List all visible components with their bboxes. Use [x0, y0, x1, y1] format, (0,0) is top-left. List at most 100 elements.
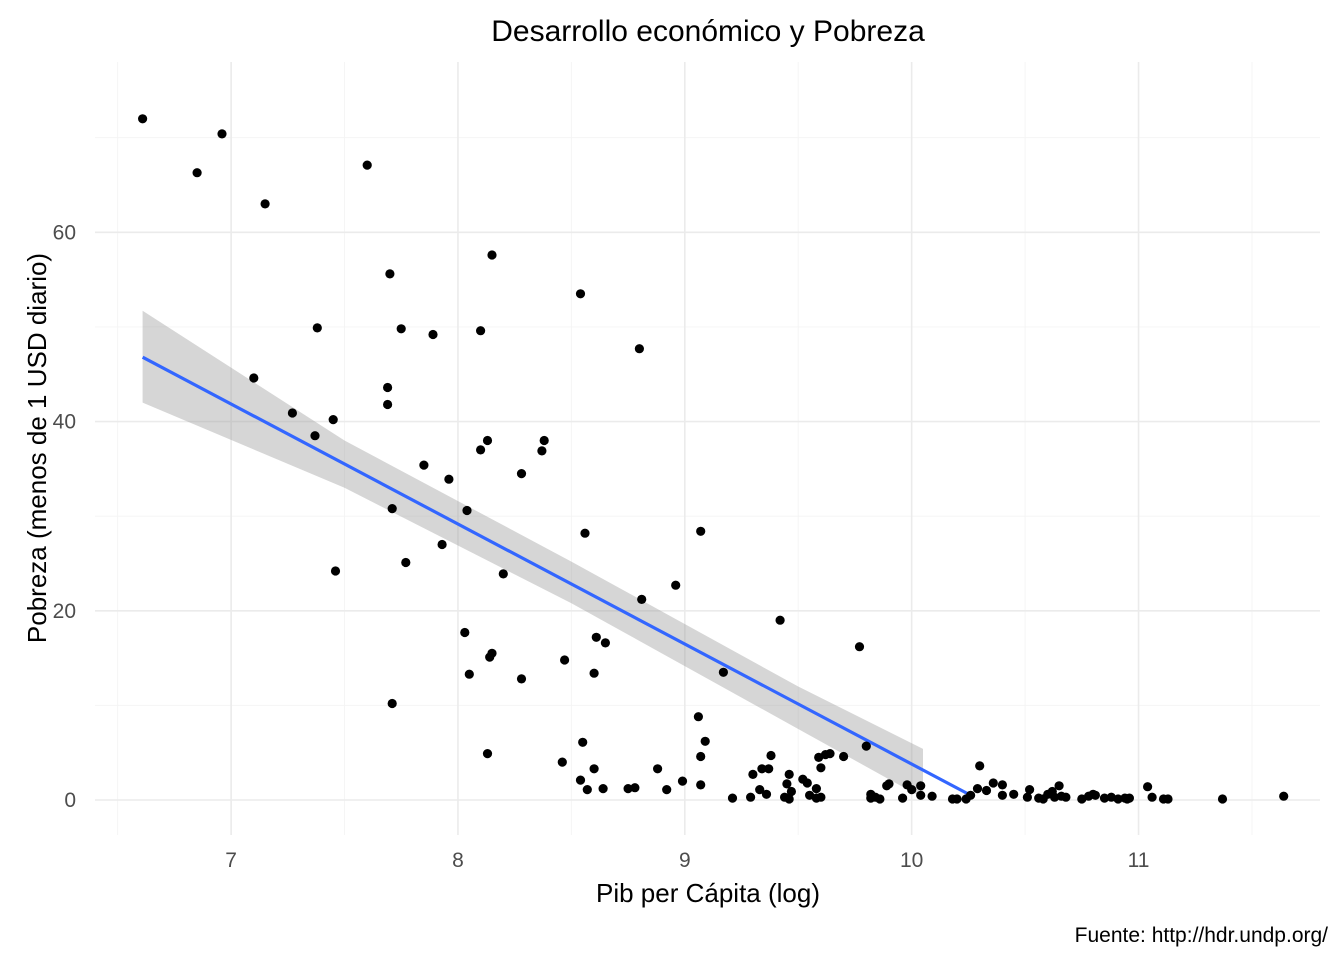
data-point	[589, 764, 599, 774]
data-point	[1163, 794, 1173, 804]
data-point	[498, 569, 508, 579]
data-point	[330, 566, 341, 576]
y-axis-title: Pobreza (menos de 1 USD diario)	[22, 253, 52, 643]
data-point	[1054, 781, 1064, 791]
data-point	[591, 632, 601, 642]
data-point	[476, 445, 486, 455]
data-point	[1147, 792, 1157, 802]
data-point	[907, 785, 917, 795]
y-tick-label: 0	[64, 789, 76, 812]
data-point	[580, 528, 590, 538]
data-point	[637, 594, 647, 605]
data-point	[217, 129, 227, 139]
data-point	[784, 794, 794, 804]
data-point	[696, 751, 706, 762]
data-point	[287, 408, 297, 418]
confidence-band-layer	[142, 310, 924, 799]
data-point	[578, 737, 588, 747]
data-point	[746, 792, 756, 802]
data-point	[748, 769, 758, 780]
confidence-band	[142, 310, 924, 799]
data-point	[437, 539, 447, 550]
data-point	[875, 794, 885, 804]
data-point	[419, 460, 429, 470]
x-tick-labels: 7 8 9 10 11	[225, 849, 1149, 872]
data-point	[764, 764, 774, 774]
data-point	[249, 373, 259, 383]
grid	[95, 62, 1320, 835]
data-point	[966, 790, 976, 800]
data-point	[444, 474, 454, 484]
data-point	[401, 557, 411, 568]
data-point	[1217, 794, 1228, 804]
data-point	[537, 446, 547, 456]
data-point	[328, 415, 338, 425]
data-point	[696, 780, 706, 790]
data-point	[671, 580, 681, 590]
data-point	[598, 784, 608, 794]
data-point	[916, 790, 926, 800]
data-point	[784, 769, 794, 780]
data-point	[696, 526, 706, 536]
data-point	[718, 667, 729, 677]
data-point	[786, 786, 797, 797]
x-tick-label: 10	[900, 849, 923, 872]
data-point	[362, 160, 372, 170]
data-point	[981, 785, 992, 796]
data-point	[766, 750, 776, 761]
data-point	[557, 757, 567, 767]
data-point	[260, 199, 270, 209]
data-point	[1050, 792, 1060, 802]
data-point	[560, 655, 570, 665]
data-point	[854, 642, 865, 652]
data-point	[1090, 790, 1100, 800]
data-point	[630, 783, 640, 793]
data-point	[476, 326, 486, 336]
data-point	[516, 469, 527, 479]
x-tick-label: 7	[225, 849, 237, 872]
y-tick-label: 20	[53, 600, 76, 623]
data-point	[462, 505, 472, 516]
data-point	[396, 324, 406, 334]
data-point	[482, 435, 493, 446]
data-point	[757, 764, 767, 774]
data-point	[387, 504, 397, 514]
data-point	[1022, 792, 1032, 802]
data-point	[482, 749, 493, 759]
data-point	[312, 323, 322, 333]
data-point	[997, 780, 1008, 790]
data-point	[861, 741, 871, 751]
data-point	[487, 648, 497, 658]
data-point	[589, 668, 599, 678]
data-point	[816, 763, 826, 773]
data-point	[677, 776, 688, 786]
data-point	[927, 791, 937, 801]
data-point	[898, 793, 908, 803]
y-tick-label: 60	[53, 221, 76, 244]
data-point	[1113, 794, 1123, 804]
data-point	[884, 779, 894, 789]
data-point	[811, 784, 822, 794]
y-tick-label: 40	[53, 411, 76, 434]
data-point	[428, 329, 438, 340]
data-point	[634, 344, 645, 354]
data-point	[575, 289, 586, 299]
chart-title: Desarrollo económico y Pobreza	[491, 15, 925, 48]
caption: Fuente: http://hdr.undp.org/	[1075, 924, 1329, 947]
data-point	[582, 785, 592, 795]
data-point	[138, 114, 148, 124]
data-point	[761, 789, 772, 799]
data-point	[539, 435, 549, 446]
regression-line	[141, 355, 972, 797]
data-point	[802, 778, 812, 788]
data-point	[916, 781, 926, 791]
data-point	[464, 669, 474, 679]
data-point	[988, 778, 998, 788]
data-point	[653, 764, 663, 774]
data-point	[997, 790, 1008, 800]
data-point	[1025, 785, 1035, 795]
data-point	[839, 751, 849, 762]
data-point	[1279, 791, 1289, 801]
data-point	[623, 784, 633, 794]
data-point	[1099, 793, 1110, 803]
